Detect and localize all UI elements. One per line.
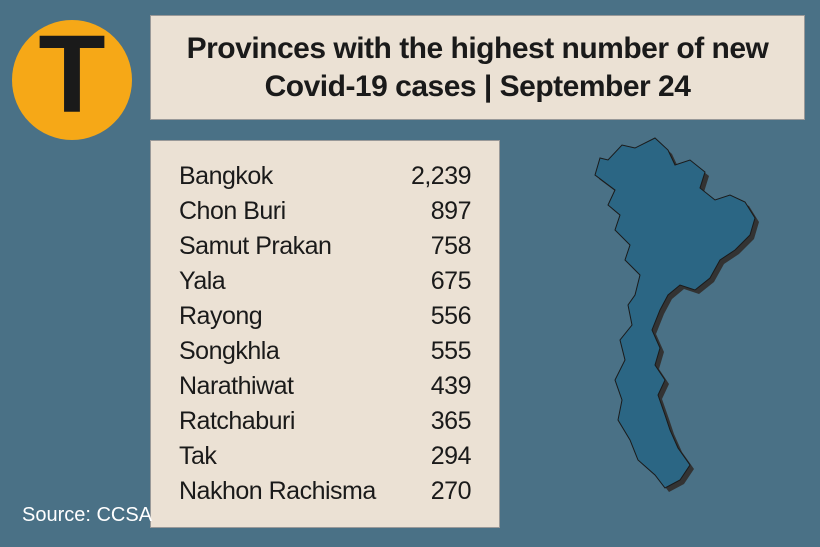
province-value: 555 [431, 334, 471, 369]
table-row: Songkhla 555 [179, 334, 471, 369]
province-name: Samut Prakan [179, 229, 331, 264]
logo: T [12, 20, 132, 140]
province-name: Tak [179, 439, 216, 474]
table-row: Bangkok 2,239 [179, 159, 471, 194]
province-name: Nakhon Rachisma [179, 474, 376, 509]
logo-circle: T [12, 20, 132, 140]
table-row: Rayong 556 [179, 299, 471, 334]
source-text: Source: CCSA [22, 504, 152, 527]
province-value: 897 [431, 194, 471, 229]
province-value: 556 [431, 299, 471, 334]
province-value: 758 [431, 229, 471, 264]
province-name: Chon Buri [179, 194, 286, 229]
province-name: Rayong [179, 299, 262, 334]
data-table: Bangkok 2,239 Chon Buri 897 Samut Prakan… [150, 140, 500, 528]
province-value: 675 [431, 264, 471, 299]
title-text: Provinces with the highest number of new… [181, 30, 774, 105]
province-name: Yala [179, 264, 225, 299]
table-row: Narathiwat 439 [179, 369, 471, 404]
table-row: Tak 294 [179, 439, 471, 474]
table-row: Yala 675 [179, 264, 471, 299]
province-name: Songkhla [179, 334, 279, 369]
thailand-map [560, 130, 790, 510]
table-row: Chon Buri 897 [179, 194, 471, 229]
logo-letter: T [38, 20, 105, 130]
province-name: Bangkok [179, 159, 273, 194]
title-box: Provinces with the highest number of new… [150, 15, 805, 120]
province-value: 270 [431, 474, 471, 509]
province-value: 365 [431, 404, 471, 439]
table-row: Ratchaburi 365 [179, 404, 471, 439]
table-row: Samut Prakan 758 [179, 229, 471, 264]
province-name: Narathiwat [179, 369, 294, 404]
table-row: Nakhon Rachisma 270 [179, 474, 471, 509]
province-value: 439 [431, 369, 471, 404]
province-value: 2,239 [411, 159, 471, 194]
province-value: 294 [431, 439, 471, 474]
province-name: Ratchaburi [179, 404, 295, 439]
